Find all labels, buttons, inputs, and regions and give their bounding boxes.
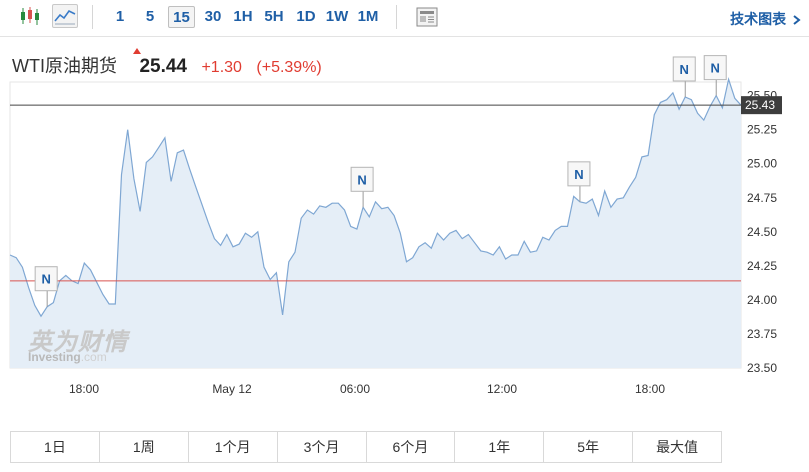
last-price-label: 25.43 (745, 98, 775, 112)
range-1d[interactable]: 1日 (11, 432, 100, 462)
range-3m[interactable]: 3个月 (278, 432, 367, 462)
y-tick-label: 24.00 (747, 293, 777, 307)
timeframe-1d[interactable]: 1D (296, 8, 316, 25)
x-tick-label: 06:00 (340, 382, 370, 396)
range-5y[interactable]: 5年 (544, 432, 634, 462)
news-flag (350, 166, 374, 192)
timeframe-5[interactable]: 5 (145, 8, 155, 25)
news-flag (567, 161, 591, 187)
line-chart-icon[interactable] (52, 4, 78, 28)
timeframe-1m[interactable]: 1M (357, 8, 379, 25)
watermark-logo-en: Investing.com (28, 350, 107, 364)
y-tick-label: 24.25 (747, 259, 777, 273)
tech-chart-link[interactable]: 技术图表 (730, 9, 801, 29)
y-tick-label: 23.75 (747, 327, 777, 341)
news-flag-label: N (680, 62, 689, 77)
news-flag (34, 266, 58, 292)
news-flag-label: N (574, 167, 583, 182)
up-arrow-icon (133, 48, 141, 54)
watermark-logo-cn: 英为财情 (28, 329, 128, 356)
range-1m[interactable]: 1个月 (189, 432, 278, 462)
toolbar-divider (396, 5, 397, 29)
quote-header: WTI原油期货 25.44 +1.30 (+5.39%) (12, 52, 322, 77)
tech-chart-label: 技术图表 (730, 11, 787, 27)
y-tick-label: 24.75 (747, 191, 777, 205)
instrument-name: WTI原油期货 (12, 56, 117, 76)
watermark-suffix: .com (80, 350, 107, 364)
timeframe-15[interactable]: 15 (168, 6, 195, 28)
toolbar-border (0, 36, 809, 37)
price-change-percent: (+5.39%) (256, 59, 322, 76)
y-tick-label: 25.00 (747, 157, 777, 171)
candlestick-icon[interactable] (17, 4, 43, 28)
last-price: 25.44 (139, 56, 187, 77)
news-flag-label: N (357, 172, 366, 187)
x-tick-label: 18:00 (635, 382, 665, 396)
y-tick-label: 25.25 (747, 123, 777, 137)
toolbar: 1 5 15 30 1H 5H 1D 1W 1M 技术图表 (0, 0, 809, 36)
watermark-brand: Investing (28, 350, 81, 364)
price-chart[interactable]: 25.5025.2525.0024.7524.5024.2524.0023.75… (0, 0, 809, 430)
news-flag (672, 56, 696, 82)
price-change: +1.30 (201, 59, 242, 76)
timeframe-30[interactable]: 30 (204, 8, 222, 25)
timeframe-1h[interactable]: 1H (233, 8, 253, 25)
toolbar-divider (92, 5, 93, 29)
x-tick-label: May 12 (212, 382, 252, 396)
news-icon[interactable] (415, 6, 439, 28)
range-6m[interactable]: 6个月 (367, 432, 456, 462)
range-selector: 1日 1周 1个月 3个月 6个月 1年 5年 最大值 (10, 431, 722, 463)
price-line (9, 77, 742, 318)
range-1y[interactable]: 1年 (455, 432, 545, 462)
x-tick-label: 12:00 (487, 382, 517, 396)
x-tick-label: 18:00 (69, 382, 99, 396)
news-flag-label: N (41, 272, 50, 287)
timeframe-1[interactable]: 1 (115, 8, 125, 25)
news-flag-label: N (711, 61, 720, 76)
last-price-box (741, 96, 782, 115)
area-fill (10, 79, 741, 369)
range-1w[interactable]: 1周 (100, 432, 189, 462)
y-tick-label: 24.50 (747, 225, 777, 239)
chevron-right-icon (793, 15, 801, 26)
timeframe-1w[interactable]: 1W (325, 8, 349, 25)
y-tick-label: 23.50 (747, 361, 777, 375)
timeframe-5h[interactable]: 5H (264, 8, 284, 25)
range-max[interactable]: 最大值 (656, 439, 699, 455)
news-flag (703, 55, 727, 81)
